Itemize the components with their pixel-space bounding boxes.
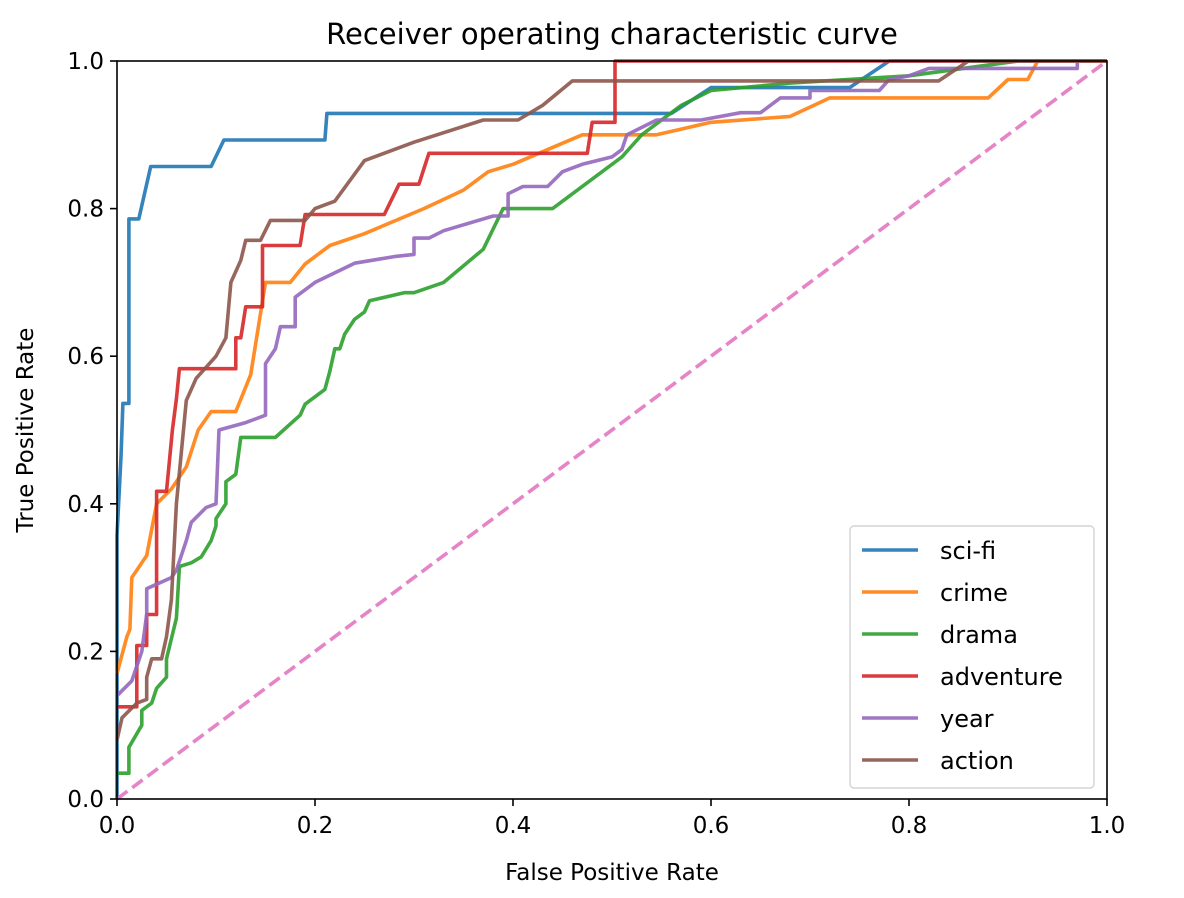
y-tick-label: 0.6	[67, 344, 104, 370]
y-tick-label: 0.4	[67, 492, 104, 518]
plot-area	[115, 59, 1109, 801]
legend-label: adventure	[940, 663, 1063, 691]
legend-label: drama	[940, 621, 1018, 649]
x-tick-label: 1.0	[1089, 813, 1126, 839]
legend-label: year	[940, 705, 994, 733]
x-tick-label: 0.2	[297, 813, 334, 839]
x-tick-label: 0.8	[891, 813, 928, 839]
y-tick-label: 0.8	[67, 197, 104, 223]
y-axis: 0.0 0.2 0.4 0.6 0.8 1.0	[67, 49, 117, 813]
x-tick-label: 0.6	[693, 813, 730, 839]
series-line-adventure	[117, 59, 1107, 709]
y-tick-label: 0.2	[67, 639, 104, 665]
series-line-action	[115, 59, 1107, 741]
axes-frame	[116, 60, 1108, 800]
series-line-year	[115, 61, 1080, 697]
chance-diagonal-line	[115, 59, 1109, 801]
y-axis-label: True Positive Rate	[13, 328, 39, 534]
legend-label: crime	[940, 579, 1008, 607]
y-tick-label: 1.0	[67, 49, 104, 75]
legend-label: sci-fi	[940, 537, 996, 565]
series-line-drama	[117, 59, 1019, 775]
x-tick-label: 0.4	[495, 813, 532, 839]
x-axis: 0.0 0.2 0.4 0.6 0.8 1.0	[99, 799, 1126, 839]
y-tick-label: 0.0	[67, 787, 104, 813]
x-axis-label: False Positive Rate	[505, 860, 719, 886]
chart-title: Receiver operating characteristic curve	[326, 17, 898, 51]
series-line-crime	[115, 59, 1107, 674]
legend: sci-fi crime drama adventure year action	[849, 525, 1095, 789]
x-tick-label: 0.0	[99, 813, 136, 839]
legend-label: action	[940, 747, 1014, 775]
